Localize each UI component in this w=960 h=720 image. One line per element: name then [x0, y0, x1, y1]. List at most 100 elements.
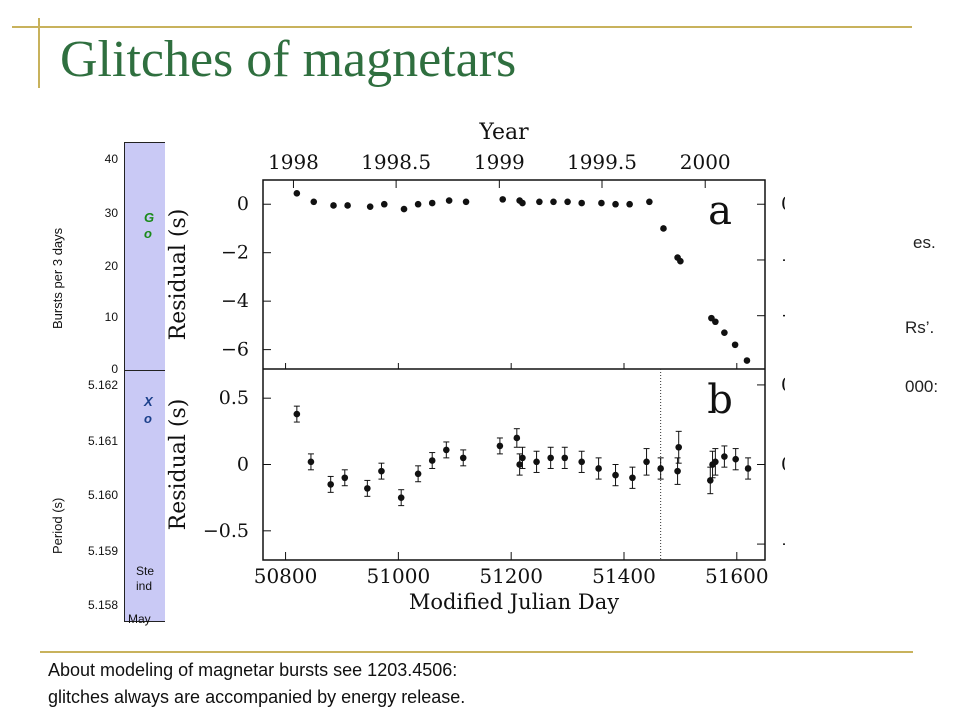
burst-tick: 10 [104, 310, 118, 324]
data-point [293, 410, 301, 418]
year-tick-label: 2000 [680, 150, 731, 174]
left-panel-xtick: May [128, 612, 151, 626]
year-tick-label: 1998.5 [361, 150, 431, 174]
data-point [721, 453, 728, 460]
residual-chart: Year 1998 1998.5 1999 1999.5 2000 50800 51000 51… [165, 117, 875, 622]
data-point [578, 199, 585, 207]
year-axis-label: Year [478, 120, 529, 145]
occluded-text-fragment: Rs’. [905, 318, 935, 337]
data-point [646, 198, 653, 206]
y-tick-label: −2 [221, 242, 249, 264]
panel-letter: a [708, 188, 732, 234]
residual-chart-svg: Year 1998 1998.5 1999 1999.5 2000 50800 51000 51… [166, 120, 875, 614]
y-tick-label: −0.5 [203, 520, 249, 542]
right-tick-label: 0.05 [781, 374, 785, 396]
x-tick-label: 50800 [254, 564, 318, 588]
data-point [629, 474, 636, 482]
y-tick-label: 0 [237, 193, 249, 215]
data-point [598, 199, 605, 207]
decor-vertical-line [38, 18, 40, 88]
data-point [706, 477, 714, 484]
period-plot-overlay-text: o [144, 411, 152, 426]
data-point [344, 202, 351, 209]
burst-tick: 40 [104, 152, 118, 166]
data-point [513, 434, 521, 442]
data-point [595, 465, 602, 472]
slide-title: Glitches of magnetars [60, 31, 517, 88]
period-plot-overlay-text: X [144, 394, 153, 409]
period-plot-note: ind [136, 579, 153, 593]
data-point [307, 458, 315, 466]
data-point [378, 467, 385, 475]
period-tick: 5.160 [87, 488, 118, 502]
data-point [428, 457, 436, 464]
data-point [397, 494, 405, 501]
data-point [612, 200, 619, 208]
occluded-text-fragment: 000: [905, 377, 939, 396]
data-point [462, 198, 470, 206]
decor-horizontal-line [12, 26, 912, 28]
year-tick-label: 1999.5 [567, 150, 637, 174]
data-point [414, 470, 422, 478]
footer-line-2: glitches always are accompanied by energ… [48, 687, 466, 707]
data-point [310, 198, 318, 206]
y-axis-label: Residual (s) [166, 209, 191, 341]
occluded-text-fragment: es. [913, 233, 936, 252]
data-point [578, 458, 585, 466]
right-tick-label: −0.05 [781, 533, 785, 555]
plot-frame [262, 179, 766, 561]
burst-plot-overlay-text: G [144, 210, 155, 225]
data-point [547, 454, 554, 462]
x-tick-label: 51400 [592, 564, 656, 588]
burst-tick: 0 [111, 362, 118, 376]
decor-bottom-line [40, 651, 913, 653]
year-tick-label: 1999 [474, 150, 525, 174]
burst-tick: 30 [104, 206, 118, 220]
y-tick-label: 0 [237, 454, 249, 476]
panel-letter: b [707, 377, 733, 423]
data-point [366, 203, 374, 210]
data-point [428, 199, 436, 207]
data-point [293, 190, 301, 197]
data-point [380, 200, 388, 208]
data-point [519, 199, 526, 207]
data-point [414, 200, 422, 208]
data-point [675, 443, 683, 451]
data-point [626, 200, 633, 208]
x-tick-label: 51600 [705, 564, 769, 588]
x-tick-label: 51000 [367, 564, 431, 588]
data-point [445, 197, 453, 204]
data-point [643, 458, 650, 466]
period-ylabel: Period (s) [50, 497, 65, 554]
x-axis-label: Modified Julian Day [409, 590, 619, 614]
y-tick-label: −6 [221, 339, 249, 361]
data-point [459, 454, 467, 462]
x-tick-label: 51200 [479, 564, 543, 588]
data-point [327, 481, 334, 488]
data-point [550, 198, 557, 206]
year-tick-label: 1998 [268, 150, 319, 174]
period-tick: 5.159 [87, 544, 118, 558]
footer-line-1: About modeling of magnetar bursts see 12… [48, 660, 458, 680]
data-point [564, 198, 571, 206]
data-point [341, 474, 349, 482]
period-tick: 5.158 [87, 598, 118, 612]
data-point [677, 257, 684, 265]
data-point [732, 455, 739, 463]
burst-tick: 20 [104, 259, 118, 273]
right-tick-label: −0.4 [781, 305, 785, 327]
y-tick-label: 0.5 [219, 387, 249, 409]
data-point [516, 461, 523, 468]
data-point [533, 458, 540, 466]
data-point [364, 485, 371, 492]
data-point [712, 458, 719, 466]
data-point [496, 442, 504, 450]
data-point [657, 465, 664, 472]
data-point [443, 446, 450, 454]
data-point [744, 465, 752, 472]
data-point [561, 454, 569, 462]
data-point [743, 357, 751, 364]
data-point [712, 318, 719, 326]
y-tick-label: −4 [221, 290, 249, 312]
period-tick: 5.162 [87, 378, 118, 392]
